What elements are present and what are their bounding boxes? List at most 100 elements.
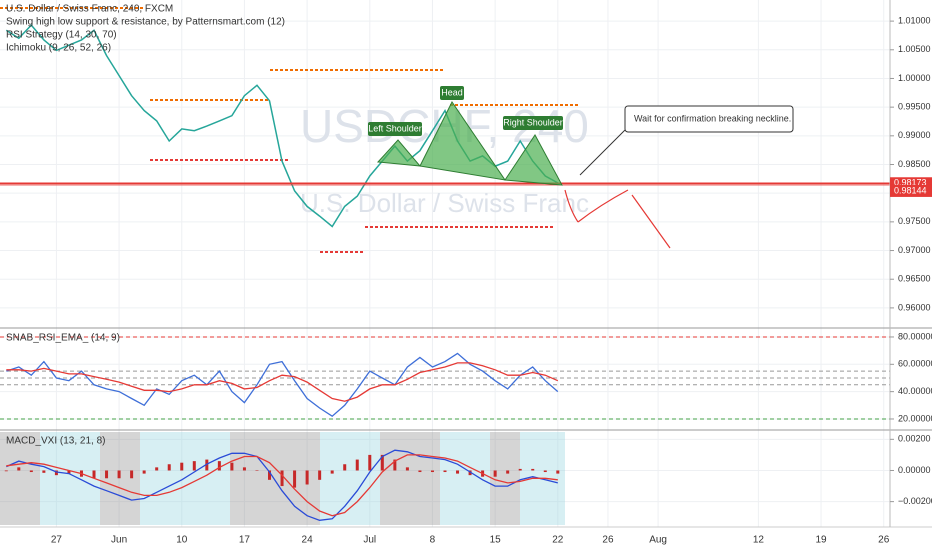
x-tick-label: 12 [753, 535, 765, 546]
y-tick-label: 0.00200 [898, 434, 931, 444]
price-label: 0.98144 [894, 185, 927, 195]
price-label: 0.98173 [894, 178, 927, 188]
histogram-bar [17, 467, 21, 471]
histogram-bar [456, 470, 460, 474]
histogram-bar [155, 467, 159, 471]
histogram-bar [556, 470, 560, 474]
label-box [440, 86, 464, 100]
series-line [6, 352, 559, 418]
histogram-bar [318, 470, 322, 480]
y-tick-label: 0.98500 [898, 159, 931, 169]
x-tick-label: 19 [815, 535, 827, 546]
histogram-bar [67, 470, 71, 474]
x-tick-label: Aug [649, 535, 667, 546]
y-tick-label: 0.99500 [898, 102, 931, 112]
histogram-bar [380, 454, 384, 471]
x-tick-label: 8 [430, 535, 436, 546]
histogram-bar [242, 467, 246, 471]
x-tick-label: 24 [302, 535, 314, 546]
y-tick-label: 0.00000 [898, 465, 931, 475]
pane-title: MACD_VXI (13, 21, 8) [6, 436, 105, 447]
histogram-bar [405, 467, 409, 471]
y-tick-label: −0.00200 [898, 496, 932, 506]
arrows [564, 189, 671, 249]
pattern [376, 101, 563, 186]
histogram-bar [293, 470, 297, 488]
histogram-bar [42, 470, 46, 473]
histogram-bar [443, 470, 447, 473]
y-tick-label: 40.00000 [898, 386, 932, 396]
histogram-bar [506, 470, 510, 474]
histogram-bar [518, 468, 522, 471]
histogram-bar [130, 470, 134, 479]
y-tick-label: 60.00000 [898, 359, 932, 369]
chart-title: U.S. Dollar / Swiss Franc, 240, FXCM [6, 4, 173, 15]
x-tick-label: 15 [490, 535, 502, 546]
histogram-bar [180, 462, 184, 471]
histogram-bar [205, 459, 209, 471]
x-tick-label: 26 [602, 535, 614, 546]
y-tick-label: 0.96000 [898, 302, 931, 312]
macd-shading [0, 432, 565, 525]
x-tick-label: 26 [878, 535, 890, 546]
y-tick-label: 0.96500 [898, 274, 931, 284]
histogram-bar [368, 454, 372, 471]
label-box [503, 116, 563, 130]
histogram-bar [493, 470, 497, 477]
annotation: Head [441, 87, 463, 97]
callout [624, 105, 794, 133]
histogram-bar [393, 459, 397, 471]
histogram-bar [531, 468, 535, 471]
histogram-bar [355, 459, 359, 471]
plots [0, 23, 890, 521]
histogram-bar [430, 470, 434, 473]
y-tick-label: 80.00000 [898, 331, 932, 341]
histogram-bar [255, 470, 259, 471]
annotation: Right Shoulder [503, 117, 563, 127]
x-tick-label: 10 [176, 535, 188, 546]
histogram-bar [280, 470, 284, 487]
indicator: Ichimoku (9, 26, 52, 26) [6, 43, 111, 54]
histogram-bar [29, 470, 33, 473]
histogram-bar [418, 470, 422, 473]
histogram-bar [92, 470, 96, 479]
indicator: RSI Strategy (14, 30, 70) [6, 30, 117, 41]
x-tick-label: 17 [239, 535, 251, 546]
indicator: Swing high low support & resistance, by … [6, 17, 285, 28]
y-tick-label: 1.01000 [898, 15, 931, 25]
histogram-bar [142, 470, 146, 474]
series-line [6, 454, 558, 517]
histogram-bar [4, 470, 8, 472]
sr-lines [0, 7, 580, 253]
series-line [6, 362, 559, 402]
histogram-bar [305, 470, 309, 485]
histogram-bar [330, 470, 334, 474]
pane-title: SNAB_RSI_EMA_ (14, 9) [6, 333, 120, 344]
histogram-bar [105, 470, 109, 479]
x-tick-label: Jun [111, 535, 127, 546]
series-line [6, 449, 558, 521]
histogram-bar [230, 462, 234, 471]
annotation: Wait for confirmation breaking neckline. [634, 113, 791, 123]
y-tick-label: 1.00000 [898, 73, 931, 83]
x-tick-label: 27 [51, 535, 63, 546]
x-tick-label: 22 [552, 535, 564, 546]
histogram-bar [167, 464, 171, 471]
annotation: Left Shoulder [368, 123, 422, 133]
y-tick-label: 1.00500 [898, 44, 931, 54]
histogram-bar [268, 470, 272, 480]
price-label-box [890, 184, 932, 197]
y-tick-label: 0.97000 [898, 245, 931, 255]
histogram-bar [217, 461, 221, 471]
callout-pointer [579, 129, 626, 176]
y-tick-label: 0.99000 [898, 130, 931, 140]
x-tick-label: Jul [363, 535, 376, 546]
histogram-bar [117, 470, 121, 479]
histogram-bar [343, 464, 347, 471]
y-tick-label: 0.97500 [898, 216, 931, 226]
histogram-bar [54, 470, 58, 476]
histogram-bar [192, 461, 196, 471]
label-box [368, 122, 422, 136]
